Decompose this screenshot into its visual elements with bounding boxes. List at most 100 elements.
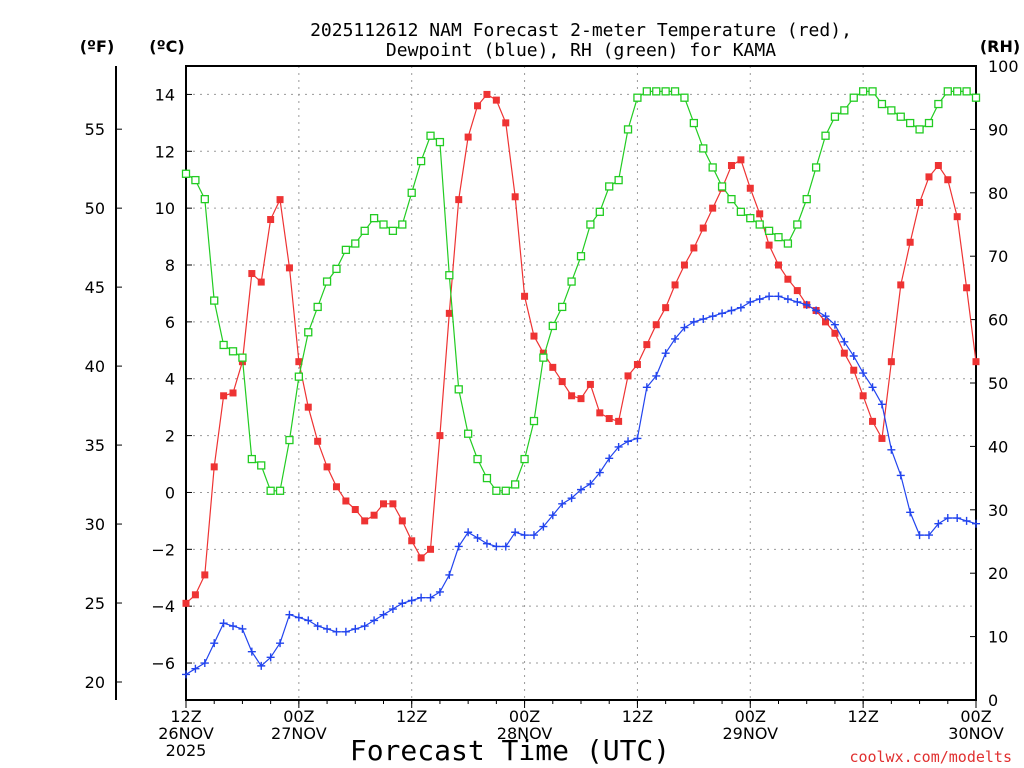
rh-point	[887, 106, 896, 115]
celsius-tick-label: 12	[155, 142, 175, 161]
dewpoint-point	[257, 661, 266, 670]
2-meter-temperature-point	[427, 545, 435, 553]
dewpoint-point	[341, 627, 350, 636]
rh-point	[181, 169, 191, 178]
rh-point	[454, 385, 463, 394]
dewpoint-point	[238, 624, 247, 633]
rh-point	[360, 226, 369, 235]
dewpoint-point	[972, 519, 980, 528]
x-tick-label: 12Z	[622, 707, 653, 726]
rh-point	[943, 87, 952, 96]
2-meter-temperature-point	[906, 238, 914, 246]
rh-point	[294, 372, 304, 381]
dewpoint-point	[915, 531, 924, 540]
rh-point	[266, 486, 275, 495]
x-tick-label: 00Z	[960, 707, 991, 726]
rh-point	[285, 435, 294, 445]
2-meter-temperature-point	[182, 599, 190, 607]
rh-point	[529, 416, 539, 426]
fahrenheit-tick-label: 45	[85, 278, 105, 297]
2-meter-temperature-point	[323, 463, 331, 471]
dewpoint-point	[294, 613, 303, 622]
2-meter-temperature-point	[605, 415, 613, 423]
rh-point	[642, 87, 651, 96]
dewpoint-point	[313, 622, 322, 631]
rh-point	[407, 188, 416, 197]
fahrenheit-tick-label: 25	[85, 594, 105, 613]
rh-point	[482, 473, 492, 483]
rh-point	[821, 131, 830, 140]
credit-label: coolwx.com/modelts	[849, 748, 1012, 766]
2-meter-temperature-point	[831, 329, 839, 337]
2-meter-temperature-point	[521, 292, 529, 300]
rh-point	[849, 93, 858, 102]
rh-point	[473, 454, 482, 464]
rh-point	[858, 87, 868, 96]
dewpoint-point	[548, 511, 557, 520]
dewpoint-point	[520, 531, 529, 540]
rh-point	[322, 277, 332, 286]
2-meter-temperature-point	[690, 244, 698, 252]
dewpoint-point	[689, 317, 698, 326]
rh-point	[369, 214, 379, 223]
2-meter-temperature-point	[568, 392, 576, 400]
2-meter-temperature-point	[191, 591, 199, 599]
2-meter-temperature-point	[492, 96, 500, 104]
rh-point	[877, 99, 887, 109]
x-tick-label: 00Z	[735, 707, 766, 726]
dewpoint-point	[671, 334, 680, 343]
2-meter-temperature-point	[558, 378, 566, 386]
rh-point	[228, 347, 238, 356]
rh-point	[924, 118, 934, 128]
rh-point	[934, 99, 943, 109]
dewpoint-point	[830, 320, 839, 329]
chart-title-line1: 2025112612 NAM Forecast 2-meter Temperat…	[310, 20, 852, 41]
2-meter-temperature-point	[502, 119, 510, 127]
2-meter-temperature-point	[887, 358, 895, 366]
dewpoint-point	[247, 647, 256, 656]
dewpoint-point	[360, 622, 369, 631]
2-meter-temperature-point	[765, 241, 773, 249]
axis-ticks: −6−4−20246810121412Z26NOV202500Z27NOV12Z…	[85, 57, 1019, 760]
dewpoint-point	[539, 522, 548, 531]
x-tick-label: 12Z	[847, 707, 878, 726]
dewpoint-point	[323, 624, 332, 633]
2-meter-temperature-point	[370, 511, 378, 519]
2-meter-temperature-point	[878, 434, 886, 442]
celsius-tick-label: −6	[151, 654, 175, 673]
dewpoint-point	[746, 297, 755, 306]
rh-point	[416, 156, 426, 166]
dewpoint-point	[727, 306, 736, 315]
celsius-unit-label: (ºC)	[149, 37, 184, 56]
2-meter-temperature-point	[577, 395, 585, 403]
2-meter-temperature-point	[201, 571, 209, 579]
2-meter-temperature-point	[680, 261, 688, 269]
dewpoint-point	[699, 315, 708, 324]
rh-point	[398, 220, 407, 229]
dewpoint-point	[924, 531, 933, 540]
2-meter-temperature-point	[530, 332, 538, 340]
2-meter-temperature-point	[699, 224, 707, 232]
2-meter-temperature-point	[727, 162, 735, 170]
rh-point	[680, 93, 689, 102]
2-meter-temperature-point	[793, 287, 801, 295]
rh-point	[275, 486, 285, 495]
dewpoint-point	[812, 306, 821, 315]
rh-point	[501, 486, 510, 495]
rh-tick-label: 30	[988, 501, 1008, 520]
dewpoint-point	[407, 596, 416, 605]
2-meter-temperature-point	[746, 184, 754, 192]
rh-point	[247, 454, 256, 464]
dewpoint-point	[511, 528, 520, 537]
2-meter-temperature-point	[775, 261, 782, 269]
2-meter-temperature-point	[784, 275, 792, 283]
2-meter-temperature-point	[953, 213, 961, 221]
gridlines	[186, 66, 976, 700]
rh-point	[200, 194, 209, 204]
rh-point	[623, 125, 633, 134]
fahrenheit-tick-label: 50	[85, 199, 105, 218]
dewpoint-point	[962, 516, 971, 525]
dewpoint-point	[219, 619, 228, 628]
rh-point	[868, 87, 877, 96]
fahrenheit-tick-label: 20	[85, 673, 105, 692]
